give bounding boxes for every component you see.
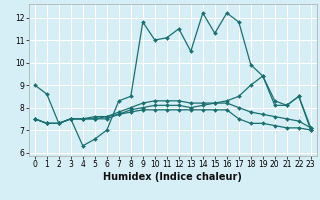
X-axis label: Humidex (Indice chaleur): Humidex (Indice chaleur) xyxy=(103,172,242,182)
